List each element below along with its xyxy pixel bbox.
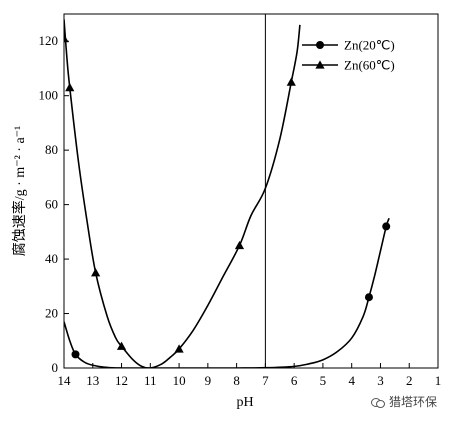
- x-tick-label: 1: [435, 373, 442, 388]
- x-tick-label: 2: [406, 373, 413, 388]
- x-tick-label: 5: [320, 373, 327, 388]
- series-zn-20c: [64, 217, 391, 368]
- data-point: [174, 344, 184, 353]
- watermark: 猎塔环保: [371, 393, 437, 410]
- x-axis-title: pH: [236, 395, 253, 410]
- series-line: [64, 217, 390, 368]
- data-point: [91, 268, 101, 277]
- data-point: [71, 350, 80, 359]
- y-tick-label: 100: [39, 88, 59, 103]
- legend: Zn(20℃) Zn(60℃): [302, 38, 395, 73]
- x-tick-label: 14: [58, 373, 72, 388]
- series-layer: [64, 19, 391, 368]
- y-tick-label: 40: [45, 251, 58, 266]
- data-point: [382, 222, 391, 231]
- data-point: [65, 82, 75, 92]
- x-tick-label: 12: [115, 373, 128, 388]
- y-tick-label: 0: [52, 360, 59, 375]
- series-line: [64, 19, 301, 368]
- x-tick-label: 8: [233, 373, 240, 388]
- x-tick-label: 10: [173, 373, 186, 388]
- legend-label: Zn(60℃): [344, 58, 395, 73]
- x-tick-label: 7: [262, 373, 269, 388]
- wechat-icon: [371, 397, 385, 408]
- data-point: [234, 240, 245, 250]
- x-tick-label: 9: [205, 373, 212, 388]
- data-point: [286, 77, 296, 86]
- x-tick-label: 13: [86, 373, 99, 388]
- y-tick-label: 120: [39, 33, 59, 48]
- y-tick-label: 60: [45, 197, 58, 212]
- x-tick-label: 6: [291, 373, 298, 388]
- x-tick-label: 11: [144, 373, 157, 388]
- y-tick-label: 80: [45, 142, 58, 157]
- watermark-text: 猎塔环保: [389, 395, 438, 409]
- legend-label: Zn(20℃): [344, 38, 395, 53]
- x-tick-label: 4: [348, 373, 355, 388]
- data-point: [364, 293, 373, 302]
- series-zn-60c: [64, 19, 301, 368]
- y-axis-title: 腐蚀速率/g · m⁻² · a⁻¹: [11, 126, 28, 257]
- x-tick-label: 3: [377, 373, 384, 388]
- legend-marker: [316, 41, 324, 49]
- data-point: [64, 33, 69, 43]
- legend-marker: [315, 60, 325, 69]
- y-tick-label: 20: [45, 306, 58, 321]
- data-point: [116, 341, 127, 350]
